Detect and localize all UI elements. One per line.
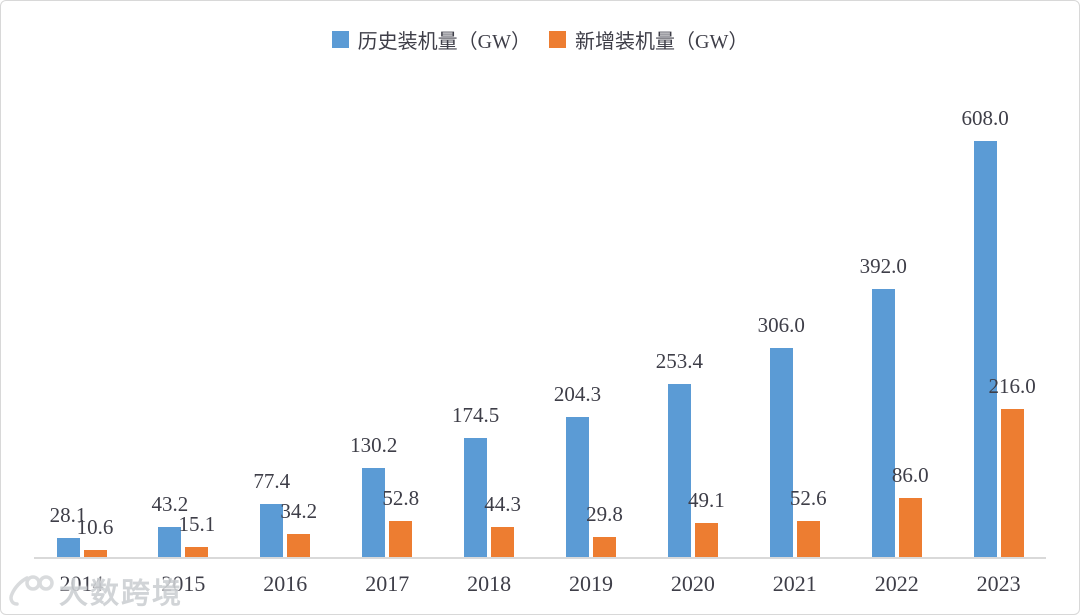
bar-label-new-2019: 29.8 — [586, 501, 623, 526]
bar-history-2017 — [362, 468, 386, 557]
bar-label-history-2018: 174.5 — [451, 402, 500, 427]
x-tick-2015: 2015 — [161, 571, 206, 596]
bar-new-2014 — [83, 550, 107, 557]
bar-label-history-2021: 306.0 — [757, 312, 805, 337]
bar-new-2022 — [898, 498, 922, 557]
x-tick-2017: 2017 — [365, 571, 410, 596]
bar-new-2017 — [389, 521, 413, 557]
legend-label-new: 新增装机量（GW） — [575, 31, 749, 53]
bar-label-history-2014: 28.1 — [49, 502, 87, 527]
bar-label-history-2017: 130.2 — [350, 432, 398, 457]
bar-new-2015 — [185, 547, 209, 557]
bar-label-new-2018: 44.3 — [484, 491, 521, 516]
bar-history-2016 — [260, 504, 284, 557]
bar-history-2021 — [769, 348, 793, 557]
bar-history-2014 — [56, 538, 80, 557]
bar-new-2020 — [694, 523, 718, 557]
bar-label-history-2023: 608.0 — [961, 105, 1009, 130]
bar-label-history-2020: 253.4 — [655, 348, 704, 373]
legend-item-history: 历史装机量（GW） — [331, 25, 531, 54]
x-tick-2014: 2014 — [59, 571, 104, 596]
bar-label-history-2022: 392.0 — [859, 253, 907, 278]
bar-history-2019 — [566, 417, 589, 557]
bar-label-new-2017: 52.8 — [382, 485, 420, 510]
bar-label-new-2021: 52.6 — [789, 485, 827, 510]
watermark-logo-icon — [9, 575, 54, 606]
legend-swatch-history-icon — [331, 31, 349, 48]
bar-label-new-2014: 10.6 — [76, 514, 114, 539]
bar-label-new-2015: 15.1 — [178, 511, 216, 536]
bar-history-2022 — [871, 289, 895, 557]
bar-label-new-2023: 216.0 — [988, 373, 1036, 398]
bar-history-2020 — [667, 384, 691, 557]
bar-new-2021 — [796, 521, 820, 557]
x-axis-line — [34, 557, 1046, 559]
plot-area: 28.1 10.6 43.2 15.1 77.4 34.2 130.2 52.8 174.5 44… — [1, 1, 1079, 559]
legend-label-history: 历史装机量（GW） — [357, 31, 531, 53]
bar-label-new-2020: 49.1 — [688, 487, 725, 512]
x-tick-2023: 2023 — [976, 571, 1021, 596]
bar-new-2018 — [491, 527, 515, 557]
legend-item-new: 新增装机量（GW） — [549, 25, 748, 54]
bar-history-2015 — [158, 527, 182, 557]
legend-swatch-new-icon — [549, 31, 566, 48]
bar-label-history-2015: 43.2 — [151, 491, 189, 516]
bar-label-new-2022: 86.0 — [891, 462, 929, 487]
bar-label-history-2019: 204.3 — [553, 381, 602, 406]
bar-new-2023 — [1000, 409, 1024, 557]
legend: 历史装机量（GW） 新增装机量（GW） — [1, 25, 1079, 54]
watermark: 大数跨境 — [6, 570, 183, 612]
bar-label-history-2016: 77.4 — [253, 468, 291, 493]
x-tick-2016: 2016 — [263, 571, 308, 596]
x-tick-2021: 2021 — [772, 571, 817, 596]
bar-new-2016 — [287, 534, 311, 557]
x-tick-2018: 2018 — [467, 571, 512, 596]
watermark-text: 大数跨境 — [59, 578, 184, 610]
bar-new-2019 — [593, 537, 616, 557]
bar-history-2018 — [464, 438, 488, 557]
x-tick-2022: 2022 — [874, 571, 919, 596]
bar-label-new-2016: 34.2 — [280, 498, 318, 523]
x-tick-2019: 2019 — [569, 571, 613, 596]
x-tick-2020: 2020 — [670, 571, 715, 596]
bar-history-2023 — [973, 141, 997, 557]
